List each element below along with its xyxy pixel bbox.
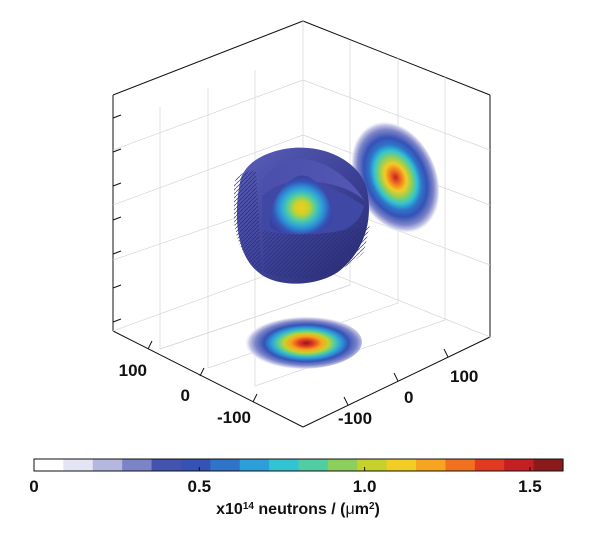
colorbar-cell	[63, 459, 94, 471]
colorbar-cell	[445, 459, 476, 471]
colorbar-cell	[210, 459, 241, 471]
y-axis-ticks	[343, 348, 449, 406]
x-tick-label: 100	[119, 361, 147, 380]
colorbar-border	[33, 458, 564, 472]
colorbar-cell	[34, 459, 64, 471]
y-tick-labels: 100 0 -100	[338, 367, 478, 428]
colorbar-cell	[386, 459, 417, 471]
x-axis-ticks	[147, 340, 258, 403]
colorbar-cell	[357, 459, 388, 471]
y-tick-label: 0	[404, 388, 413, 407]
colorbar-cell	[180, 459, 211, 471]
colorbar-tick-label: 1.0	[353, 477, 377, 496]
colorbar-cell	[533, 459, 564, 471]
colorbar-cell	[474, 459, 505, 471]
colorbar-cells	[34, 459, 564, 471]
y-tick-label: 100	[450, 367, 478, 386]
colorbar-cell	[298, 459, 329, 471]
colorbar-ticks: 0 0.5 1.0 1.5	[29, 467, 542, 496]
colorbar-cell	[269, 459, 300, 471]
colorbar-cell	[416, 459, 447, 471]
x-tick-label: -100	[217, 408, 251, 427]
colorbar-cell	[327, 459, 358, 471]
x-tick-label: 0	[181, 386, 190, 405]
colorbar-unit-label: x1014 neutrons / (μm2)	[216, 501, 380, 519]
colorbar-cell	[239, 459, 270, 471]
colorbar-cell	[151, 459, 182, 471]
colorbar: 0 0.5 1.0 1.5 x1014 neutrons / (μm2)	[29, 458, 564, 519]
colorbar-tick-label: 0.5	[187, 477, 211, 496]
floor-projection	[238, 315, 362, 369]
colorbar-cell	[504, 459, 535, 471]
colorbar-tick-label: 1.5	[518, 477, 542, 496]
y-tick-label: -100	[338, 409, 372, 428]
axes-frame	[112, 20, 491, 428]
colorbar-cell	[92, 459, 123, 471]
x-tick-labels: 100 0 -100	[119, 361, 251, 427]
colorbar-tick-label: 0	[29, 477, 38, 496]
wall-projection	[348, 121, 440, 235]
colorbar-cell	[122, 459, 153, 471]
z-axis-ticks	[112, 114, 122, 323]
cutaway-sphere	[234, 147, 370, 284]
